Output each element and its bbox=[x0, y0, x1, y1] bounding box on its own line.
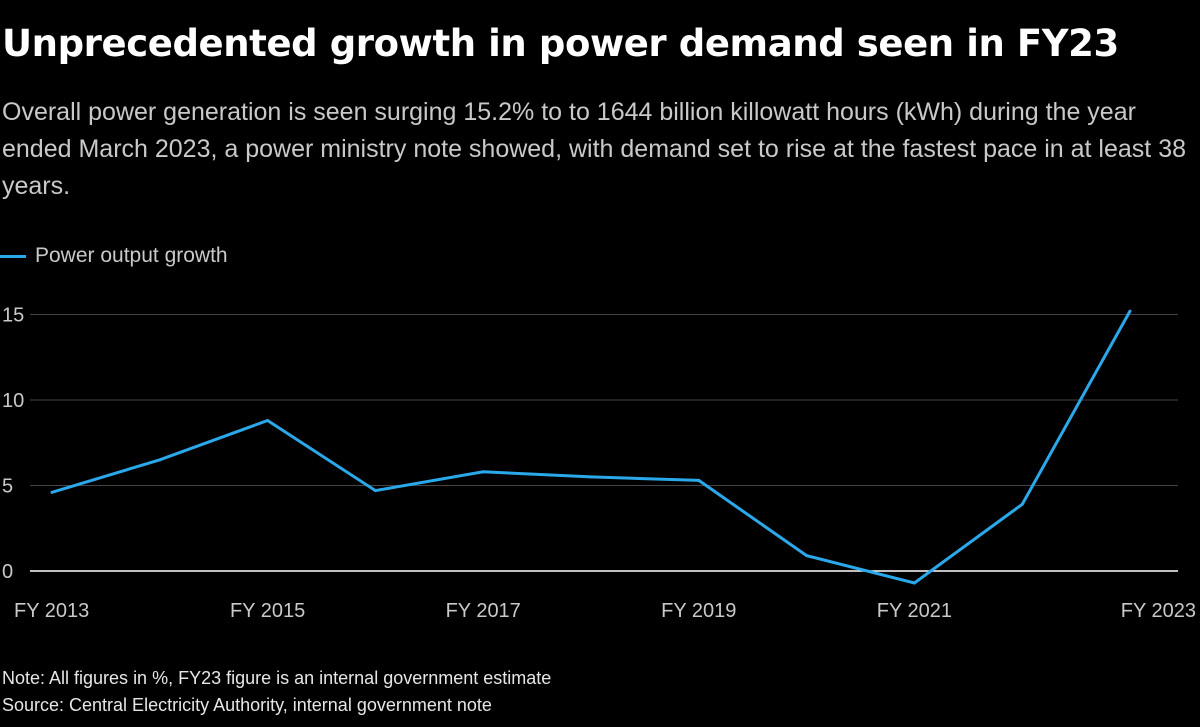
x-tick-label-fy-2013: FY 2013 bbox=[14, 600, 89, 622]
x-tick-label-fy-2017: FY 2017 bbox=[446, 600, 521, 622]
data-point-fy-2015 bbox=[266, 419, 270, 423]
data-point-fy-2022 bbox=[1020, 502, 1024, 506]
x-tick-label-fy-2019: FY 2019 bbox=[661, 600, 736, 622]
data-point-fy-2018 bbox=[589, 475, 593, 479]
data-point-fy-2013 bbox=[50, 490, 54, 494]
data-point-fy-2017 bbox=[481, 470, 485, 474]
source-text: Source: Central Electricity Authority, i… bbox=[2, 695, 492, 715]
y-tick-label-0: 0 bbox=[2, 561, 13, 583]
series-layer bbox=[50, 309, 1132, 585]
x-tick-label-fy-2023: FY 2023 bbox=[1121, 600, 1196, 622]
legend-swatch-power-output-growth bbox=[0, 254, 26, 258]
data-point-fy-2016 bbox=[373, 489, 377, 493]
y-tick-label-5: 5 bbox=[2, 476, 13, 498]
y-tick-label-15: 15 bbox=[2, 305, 24, 327]
legend-label-power-output-growth: Power output growth bbox=[35, 244, 228, 267]
data-point-fy-2020 bbox=[805, 554, 809, 558]
data-point-fy-2019 bbox=[697, 478, 701, 482]
data-point-fy-2014 bbox=[158, 458, 162, 462]
data-point-fy-2021 bbox=[912, 581, 916, 585]
legend: Power output growth bbox=[0, 243, 228, 269]
x-tick-label-fy-2021: FY 2021 bbox=[877, 600, 952, 622]
x-tick-label-fy-2015: FY 2015 bbox=[230, 600, 305, 622]
series-line-power-output-growth bbox=[51, 310, 1132, 585]
line-chart: 0 5 10 15 FY 2013 FY 2015 FY 2017 FY 2019 FY 202… bbox=[2, 305, 1196, 623]
chart-footnotes: Note: All figures in %, FY23 figure is a… bbox=[2, 665, 551, 719]
grid-layer bbox=[30, 314, 1178, 486]
label-layer: 0 5 10 15 FY 2013 FY 2015 FY 2017 FY 2019 FY 202… bbox=[2, 305, 1196, 623]
data-point-fy-2023 bbox=[1128, 309, 1132, 313]
note-text: Note: All figures in %, FY23 figure is a… bbox=[2, 668, 552, 688]
chart-title: Unprecedented growth in power demand see… bbox=[2, 22, 1119, 65]
chart-subtitle: Overall power generation is seen surging… bbox=[2, 98, 1186, 200]
y-tick-label-10: 10 bbox=[2, 390, 24, 412]
